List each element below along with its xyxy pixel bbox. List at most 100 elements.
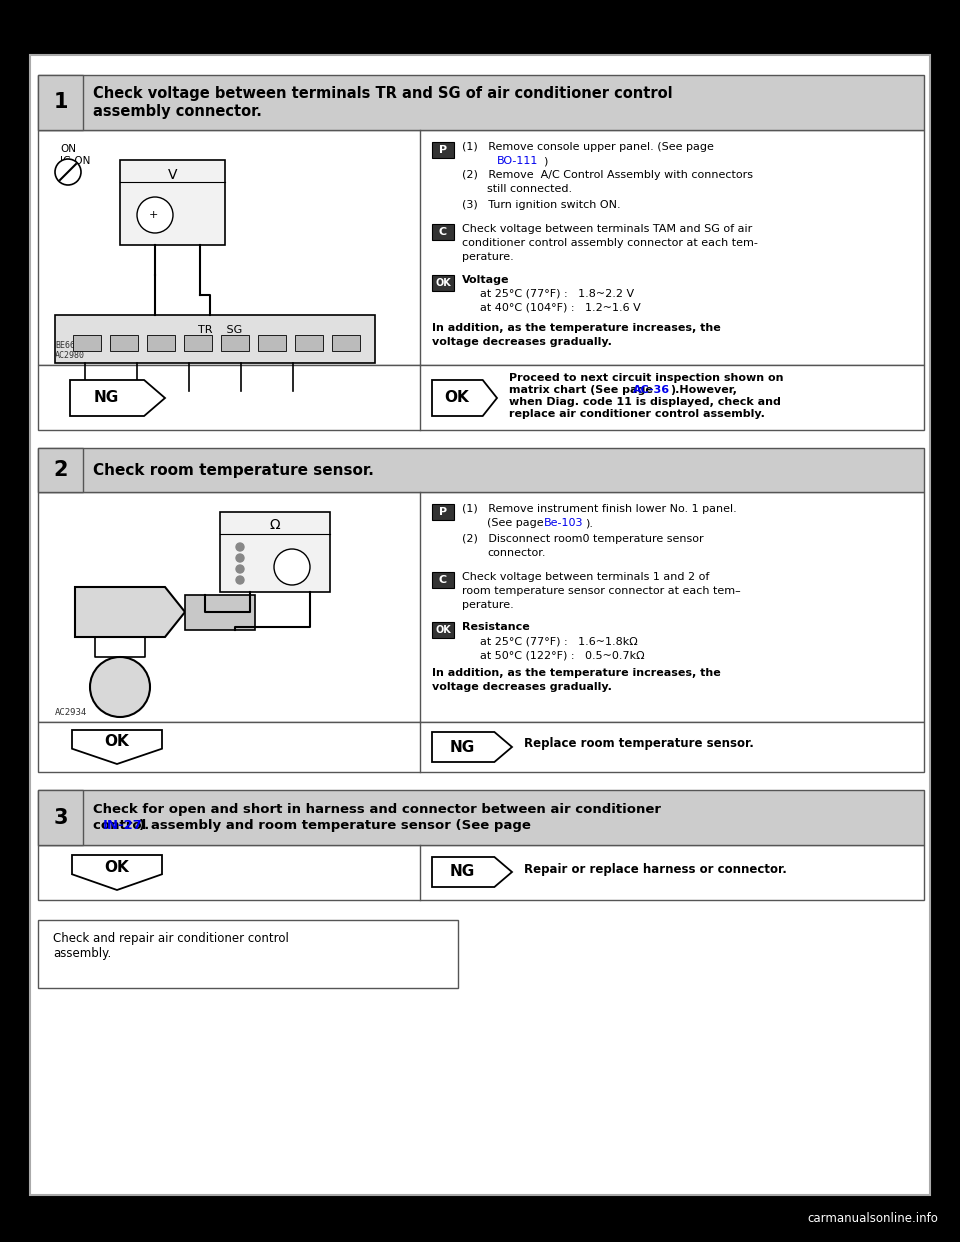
Text: NG: NG bbox=[93, 390, 119, 405]
Circle shape bbox=[137, 197, 173, 233]
Text: voltage decreases gradually.: voltage decreases gradually. bbox=[432, 682, 612, 692]
FancyBboxPatch shape bbox=[220, 512, 330, 592]
FancyBboxPatch shape bbox=[184, 335, 212, 351]
FancyBboxPatch shape bbox=[332, 335, 360, 351]
Text: AC-36: AC-36 bbox=[633, 385, 670, 395]
Text: NG: NG bbox=[450, 864, 475, 879]
Text: BO-111: BO-111 bbox=[497, 156, 539, 166]
FancyBboxPatch shape bbox=[38, 920, 458, 987]
Text: Check for open and short in harness and connector between air conditioner
contro: Check for open and short in harness and … bbox=[93, 804, 661, 831]
Text: OK: OK bbox=[105, 859, 130, 874]
Text: still connected.: still connected. bbox=[487, 184, 572, 194]
FancyBboxPatch shape bbox=[73, 335, 101, 351]
Text: OK: OK bbox=[105, 734, 130, 749]
Polygon shape bbox=[432, 857, 512, 887]
Text: carmanualsonline.info: carmanualsonline.info bbox=[807, 1212, 938, 1225]
Text: Repair or replace harness or connector.: Repair or replace harness or connector. bbox=[524, 862, 787, 876]
Text: (1)   Remove instrument finish lower No. 1 panel.: (1) Remove instrument finish lower No. 1… bbox=[462, 504, 736, 514]
FancyBboxPatch shape bbox=[38, 722, 924, 773]
Text: (2)   Remove  A/C Control Assembly with connectors: (2) Remove A/C Control Assembly with con… bbox=[462, 170, 753, 180]
Text: C: C bbox=[439, 575, 447, 585]
FancyBboxPatch shape bbox=[432, 274, 454, 291]
Text: voltage decreases gradually.: voltage decreases gradually. bbox=[432, 337, 612, 347]
FancyBboxPatch shape bbox=[38, 790, 83, 845]
Circle shape bbox=[90, 657, 150, 717]
Text: Check voltage between terminals TAM and SG of air: Check voltage between terminals TAM and … bbox=[462, 224, 753, 233]
Polygon shape bbox=[432, 380, 497, 416]
Polygon shape bbox=[75, 587, 185, 637]
FancyBboxPatch shape bbox=[38, 448, 83, 492]
Text: AC2934: AC2934 bbox=[55, 708, 87, 717]
FancyBboxPatch shape bbox=[221, 335, 249, 351]
FancyBboxPatch shape bbox=[432, 504, 454, 520]
Polygon shape bbox=[72, 730, 162, 764]
Text: TR    SG: TR SG bbox=[198, 325, 242, 335]
FancyBboxPatch shape bbox=[55, 315, 375, 363]
Circle shape bbox=[236, 554, 244, 561]
Text: OK: OK bbox=[435, 278, 451, 288]
Text: 1: 1 bbox=[53, 92, 68, 113]
FancyBboxPatch shape bbox=[147, 335, 175, 351]
Text: conditioner control assembly connector at each tem-: conditioner control assembly connector a… bbox=[462, 238, 757, 248]
Text: V: V bbox=[168, 168, 178, 183]
Text: (1)   Remove console upper panel. (See page: (1) Remove console upper panel. (See pag… bbox=[462, 142, 714, 152]
Text: NG: NG bbox=[450, 739, 475, 754]
Text: (3)   Turn ignition switch ON.: (3) Turn ignition switch ON. bbox=[462, 200, 620, 210]
Text: perature.: perature. bbox=[462, 252, 514, 262]
Circle shape bbox=[274, 549, 310, 585]
Polygon shape bbox=[432, 732, 512, 763]
FancyBboxPatch shape bbox=[432, 573, 454, 587]
Circle shape bbox=[236, 565, 244, 573]
Text: ).: ). bbox=[139, 818, 151, 832]
Text: ON: ON bbox=[60, 144, 76, 154]
Text: perature.: perature. bbox=[462, 600, 514, 610]
Text: Replace room temperature sensor.: Replace room temperature sensor. bbox=[524, 738, 754, 750]
Text: at 25°C (77°F) :   1.6~1.8kΩ: at 25°C (77°F) : 1.6~1.8kΩ bbox=[480, 636, 637, 646]
Text: at 25°C (77°F) :   1.8~2.2 V: at 25°C (77°F) : 1.8~2.2 V bbox=[480, 289, 635, 299]
Text: ).: ). bbox=[585, 518, 593, 528]
Text: matrix chart (See page: matrix chart (See page bbox=[509, 385, 653, 395]
FancyBboxPatch shape bbox=[38, 130, 924, 365]
Text: Proceed to next circuit inspection shown on: Proceed to next circuit inspection shown… bbox=[509, 373, 783, 383]
Text: at 50°C (122°F) :   0.5~0.7kΩ: at 50°C (122°F) : 0.5~0.7kΩ bbox=[480, 650, 644, 660]
Text: at 40°C (104°F) :   1.2~1.6 V: at 40°C (104°F) : 1.2~1.6 V bbox=[480, 303, 640, 313]
Text: ).However,: ).However, bbox=[670, 385, 737, 395]
Text: In addition, as the temperature increases, the: In addition, as the temperature increase… bbox=[432, 668, 721, 678]
Text: In addition, as the temperature increases, the: In addition, as the temperature increase… bbox=[432, 323, 721, 333]
Text: IN-27: IN-27 bbox=[103, 818, 143, 832]
Text: Check voltage between terminals TR and SG of air conditioner control
assembly co: Check voltage between terminals TR and S… bbox=[93, 86, 673, 119]
FancyBboxPatch shape bbox=[432, 142, 454, 158]
Text: P: P bbox=[439, 145, 447, 155]
FancyBboxPatch shape bbox=[432, 622, 454, 638]
Circle shape bbox=[236, 576, 244, 584]
FancyBboxPatch shape bbox=[38, 448, 924, 492]
Text: C: C bbox=[439, 227, 447, 237]
Text: Check and repair air conditioner control
assembly.: Check and repair air conditioner control… bbox=[53, 932, 289, 960]
Text: BE6653
AC2980: BE6653 AC2980 bbox=[55, 340, 85, 360]
Text: (2)   Disconnect room0 temperature sensor: (2) Disconnect room0 temperature sensor bbox=[462, 534, 704, 544]
Text: connector.: connector. bbox=[487, 548, 545, 558]
Text: room temperature sensor connector at each tem–: room temperature sensor connector at eac… bbox=[462, 586, 741, 596]
Text: Resistance: Resistance bbox=[462, 622, 530, 632]
Text: ): ) bbox=[543, 156, 547, 166]
Text: when Diag. code 11 is displayed, check and: when Diag. code 11 is displayed, check a… bbox=[509, 397, 780, 407]
Text: 3: 3 bbox=[53, 807, 68, 827]
Text: Voltage: Voltage bbox=[462, 274, 510, 284]
Text: P: P bbox=[439, 507, 447, 517]
Text: Ω: Ω bbox=[270, 518, 280, 532]
Text: Check voltage between terminals 1 and 2 of: Check voltage between terminals 1 and 2 … bbox=[462, 573, 709, 582]
FancyBboxPatch shape bbox=[120, 160, 225, 245]
Text: replace air conditioner control assembly.: replace air conditioner control assembly… bbox=[509, 409, 765, 419]
FancyBboxPatch shape bbox=[38, 75, 83, 130]
Text: +: + bbox=[148, 210, 157, 220]
FancyBboxPatch shape bbox=[295, 335, 323, 351]
Circle shape bbox=[236, 543, 244, 551]
Text: 2: 2 bbox=[53, 460, 68, 479]
Text: OK: OK bbox=[435, 625, 451, 635]
Text: Check room temperature sensor.: Check room temperature sensor. bbox=[93, 462, 373, 477]
Text: (See page: (See page bbox=[487, 518, 547, 528]
Text: Be-103: Be-103 bbox=[544, 518, 584, 528]
Text: IG ON: IG ON bbox=[60, 156, 90, 166]
FancyBboxPatch shape bbox=[432, 224, 454, 240]
FancyBboxPatch shape bbox=[258, 335, 286, 351]
